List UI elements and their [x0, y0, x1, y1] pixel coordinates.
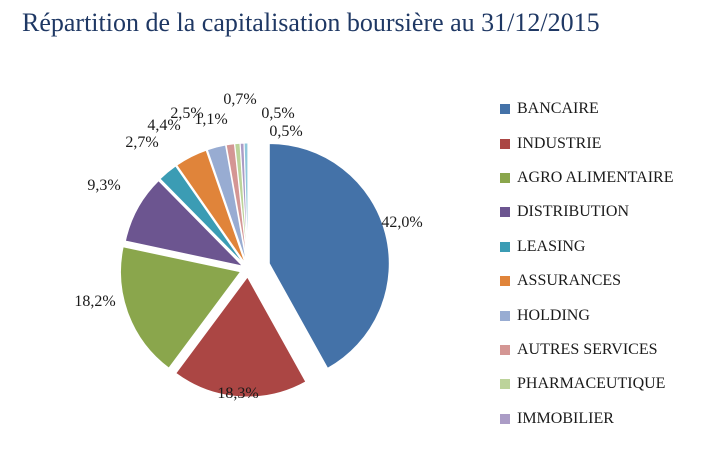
- pie-slice-other: [243, 142, 249, 264]
- pie-slice-bancaire: [268, 142, 390, 370]
- legend-label: ASSURANCES: [517, 272, 622, 290]
- legend-label: LEASING: [517, 237, 586, 255]
- data-label: 0,5%: [269, 123, 302, 140]
- legend-swatch: [500, 276, 510, 287]
- legend-label: INDUSTRIE: [517, 134, 602, 152]
- data-label: 42,0%: [381, 214, 422, 231]
- legend-item: BANCAIRE: [500, 92, 673, 126]
- legend-item: ASSURANCES: [500, 264, 673, 298]
- legend-swatch: [500, 241, 510, 252]
- legend-item: DISTRIBUTION: [500, 195, 673, 229]
- legend-label: BANCAIRE: [517, 100, 599, 118]
- data-label: 1,1%: [194, 111, 227, 128]
- legend-label: IMMOBILIER: [517, 409, 614, 427]
- legend-swatch: [500, 207, 510, 218]
- data-label: 2,7%: [125, 134, 158, 151]
- data-label: 4,4%: [147, 117, 180, 134]
- legend-item: INDUSTRIE: [500, 126, 673, 160]
- pie-slice-holding: [206, 144, 247, 264]
- data-label: 0,7%: [223, 91, 256, 108]
- legend-label: AUTRES SERVICES: [517, 340, 658, 358]
- pie-slice-distribution: [124, 179, 245, 267]
- legend-item: LEASING: [500, 230, 673, 264]
- pie-slice-industrie: [175, 276, 307, 398]
- legend-swatch: [500, 138, 510, 149]
- data-label: 18,3%: [217, 385, 258, 402]
- legend-item: IMMOBILIER: [500, 402, 673, 436]
- legend-item: AUTRES SERVICES: [500, 333, 673, 367]
- pie-slice-assurances: [176, 149, 246, 264]
- legend-label: PHARMACEUTIQUE: [517, 375, 666, 393]
- chart-title: Répartition de la capitalisation boursiè…: [22, 8, 600, 37]
- legend-swatch: [500, 379, 510, 390]
- data-label: 18,2%: [74, 293, 115, 310]
- data-label: 0,5%: [261, 105, 294, 122]
- legend-swatch: [500, 172, 510, 183]
- legend-label: DISTRIBUTION: [517, 203, 629, 221]
- pie-slice-leasing: [159, 165, 245, 265]
- legend-swatch: [500, 104, 510, 115]
- legend-swatch: [500, 413, 510, 424]
- legend-item: PHARMACEUTIQUE: [500, 367, 673, 401]
- chart-legend: BANCAIRE INDUSTRIE AGRO ALIMENTAIRE DISTRIB…: [500, 92, 673, 436]
- legend-swatch: [500, 344, 510, 355]
- data-label: 2,5%: [170, 105, 203, 122]
- legend-label: HOLDING: [517, 306, 590, 324]
- data-label: 9,3%: [87, 177, 120, 194]
- pie-slice-agro-alimentaire: [120, 246, 242, 369]
- legend-item: AGRO ALIMENTAIRE: [500, 161, 673, 195]
- legend-swatch: [500, 310, 510, 321]
- legend-item: HOLDING: [500, 298, 673, 332]
- legend-label: AGRO ALIMENTAIRE: [517, 168, 674, 186]
